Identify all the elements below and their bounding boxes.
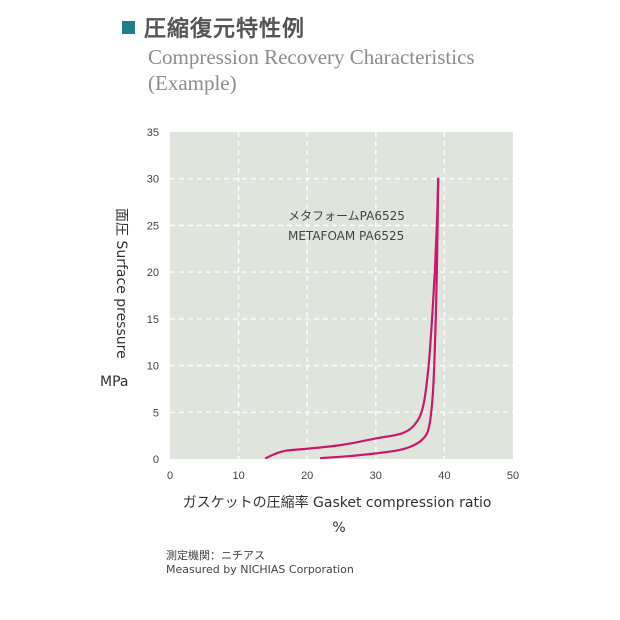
plot-background	[170, 132, 513, 459]
y-axis-unit: MPa	[100, 374, 128, 390]
measurement-credit-jp: 測定機関：ニチアス	[166, 549, 265, 562]
subtitle-line-2: (Example)	[148, 71, 237, 95]
measurement-credit-en: Measured by NICHIAS Corporation	[166, 563, 354, 576]
grid-lines-x	[237, 132, 446, 459]
y-tick-label-3: 15	[147, 314, 159, 326]
x-tick-label-2: 20	[301, 470, 313, 482]
y-tick-label-1: 5	[153, 407, 159, 419]
x-tick-label-3: 30	[370, 470, 382, 482]
page-title: 圧縮復元特性例	[144, 16, 306, 42]
annotation-jp: メタフォームPA6525	[288, 209, 405, 223]
x-tick-labels: 0 10 20 30 40 50	[167, 470, 519, 482]
x-tick-label-5: 50	[507, 470, 519, 482]
x-axis-label: ガスケットの圧縮率 Gasket compression ratio	[183, 494, 492, 511]
annotation-en: METAFOAM PA6525	[288, 229, 404, 243]
subtitle-line-1: Compression Recovery Characteristics	[148, 45, 475, 69]
x-tick-label-1: 10	[232, 470, 244, 482]
y-tick-label-7: 35	[147, 127, 159, 139]
title-square-icon	[122, 20, 135, 34]
y-tick-label-6: 30	[147, 174, 159, 186]
y-tick-label-2: 10	[147, 361, 159, 373]
y-tick-labels: 0 5 10 15 20 25 30 35	[147, 127, 159, 466]
y-axis-label: 面圧 Surface pressure	[113, 208, 129, 359]
y-tick-label-0: 0	[153, 454, 159, 466]
x-tick-label-0: 0	[167, 470, 173, 482]
x-axis-unit: %	[332, 520, 345, 536]
title-row: 圧縮復元特性例	[122, 12, 305, 42]
x-tick-label-4: 40	[438, 470, 450, 482]
y-tick-label-5: 25	[147, 220, 159, 232]
y-tick-label-4: 20	[147, 267, 159, 279]
grid-lines-y	[170, 178, 513, 413]
series-line-1	[264, 177, 440, 460]
series-line-0	[319, 177, 440, 460]
series-lines	[264, 177, 440, 460]
